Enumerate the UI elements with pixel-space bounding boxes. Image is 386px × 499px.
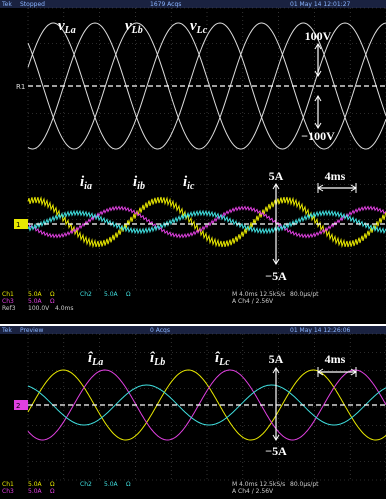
timestamp: 01 May 14 12:01:27 <box>290 1 351 8</box>
status: Preview <box>20 327 43 334</box>
footer-text: Ω <box>50 291 55 298</box>
footer-text: 5.0A <box>28 298 43 305</box>
label-sub: ib <box>137 181 145 192</box>
label-sub: Lb <box>131 25 143 36</box>
label-sub: La <box>64 25 76 36</box>
brand: Tek <box>1 327 12 334</box>
footer-text: 5.0A <box>28 481 43 488</box>
footer-text: Ch1 <box>2 291 14 298</box>
label-sub: ia <box>84 181 92 192</box>
timestamp: 01 May 14 12:26:06 <box>290 327 351 334</box>
annotation: −5A <box>265 444 287 458</box>
footer-text: Ω <box>126 481 131 488</box>
footer-text: 80.0µs/pt <box>290 481 319 488</box>
footer-text: 100.0V <box>28 305 50 312</box>
channel-marker: 1 <box>16 221 20 229</box>
oscilloscope-figure: TekStopped1679 Acqs01 May 14 12:01:27vLa… <box>0 0 386 499</box>
footer-text: 80.0µs/pt <box>290 291 319 298</box>
footer-text: 5.0A <box>104 481 119 488</box>
label-sub: ic <box>187 181 195 192</box>
footer-text: Ω <box>50 481 55 488</box>
footer-text: M 4.0ms 12.5kS/s <box>232 481 285 488</box>
footer-text: Ω <box>50 488 55 495</box>
footer-text: Ch2 <box>80 291 92 298</box>
footer-text: Ch3 <box>2 488 14 495</box>
footer-text: Ch1 <box>2 481 14 488</box>
footer-text: 4.0ms <box>55 305 74 312</box>
annotation: 5A <box>269 352 284 366</box>
label-sub: La <box>91 357 103 368</box>
footer-text: M 4.0ms 12.5kS/s <box>232 291 285 298</box>
footer-text: Ω <box>50 298 55 305</box>
channel-marker: 2 <box>16 402 20 410</box>
footer-text: A Ch4 / 2.56V <box>232 298 274 305</box>
label-sub: Lc <box>196 25 208 36</box>
annotation: 4ms <box>325 169 346 183</box>
brand: Tek <box>1 1 12 8</box>
annotation: 100V <box>305 29 332 43</box>
footer-text: 5.0A <box>28 291 43 298</box>
annotation: −5A <box>265 269 287 283</box>
footer-text: Ch3 <box>2 298 14 305</box>
footer-text: 5.0A <box>104 291 119 298</box>
acq-count: 0 Acqs <box>150 327 170 334</box>
footer-text: Ref3 <box>2 305 16 312</box>
channel-marker: R1 <box>16 83 25 91</box>
label-sub: Lb <box>153 357 165 368</box>
footer-text: A Ch4 / 2.56V <box>232 488 274 495</box>
annotation: 5A <box>269 169 284 183</box>
status: Stopped <box>20 1 45 8</box>
annotation: 4ms <box>325 352 346 366</box>
footer-text: 5.0A <box>28 488 43 495</box>
annotation: −100V <box>301 129 335 143</box>
footer-text: Ω <box>126 291 131 298</box>
acq-count: 1679 Acqs <box>150 1 181 8</box>
footer-text: Ch2 <box>80 481 92 488</box>
label-sub: Lc <box>218 357 230 368</box>
